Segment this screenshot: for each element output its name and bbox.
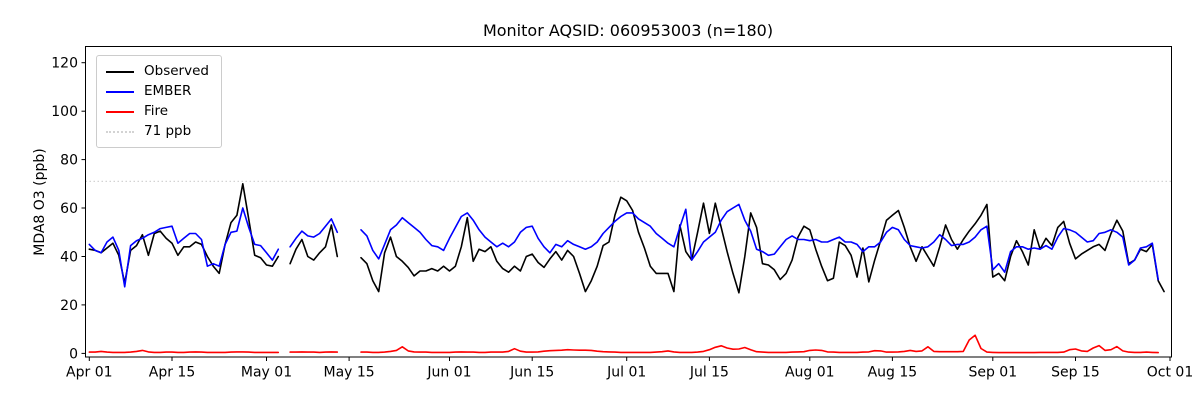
x-tick-label: Jun 15 (509, 365, 554, 381)
legend: Observed EMBER Fire 71 ppb (96, 55, 222, 148)
x-axis: Apr 01 Apr 15 May 01 May 15 Jun 01 Jun 15 Jul … (66, 357, 1193, 381)
legend-item-ember: EMBER (106, 83, 209, 100)
legend-label-threshold: 71 ppb (144, 122, 192, 139)
y-tick-label: 0 (69, 346, 78, 362)
x-tick-label: Sep 01 (968, 365, 1017, 381)
x-tick-label: Apr 15 (149, 365, 195, 381)
legend-label-observed: Observed (144, 62, 209, 79)
y-tick-label: 60 (60, 201, 78, 217)
y-axis-label: MDA8 O3 (ppb) (32, 148, 48, 256)
chart-title: Monitor AQSID: 060953003 (n=180) (482, 21, 774, 40)
legend-label-ember: EMBER (144, 82, 192, 99)
legend-item-threshold: 71 ppb (106, 123, 209, 140)
x-tick-label: Jun 01 (426, 365, 471, 381)
x-tick-label: Apr 01 (66, 365, 112, 381)
y-tick-label: 100 (51, 104, 78, 120)
y-axis: 0 20 40 60 80 100 120 (51, 56, 86, 362)
fire-line-swatch (106, 110, 134, 113)
legend-label-fire: Fire (144, 102, 169, 119)
x-tick-label: Sep 15 (1051, 365, 1100, 381)
x-tick-label: May 15 (323, 365, 374, 381)
x-tick-label: Jul 15 (689, 365, 729, 381)
threshold-line-swatch (106, 130, 134, 133)
legend-item-fire: Fire (106, 103, 209, 120)
x-tick-label: May 01 (241, 365, 292, 381)
y-tick-label: 120 (51, 56, 78, 72)
observed-line-swatch (106, 70, 134, 73)
plot-border (85, 46, 1172, 358)
x-tick-label: Aug 01 (785, 365, 835, 381)
series-line-observed (88, 183, 1165, 294)
y-tick-label: 80 (60, 153, 78, 169)
series-line-fire (88, 334, 1159, 354)
x-tick-label: Jul 01 (606, 365, 646, 381)
y-tick-label: 40 (60, 250, 78, 266)
y-tick-label: 20 (60, 298, 78, 314)
legend-item-observed: Observed (106, 63, 209, 80)
ember-line-swatch (106, 90, 134, 93)
x-tick-label: Oct 01 (1147, 365, 1193, 381)
x-tick-label: Aug 15 (868, 365, 918, 381)
series-line-ember (88, 203, 1159, 288)
